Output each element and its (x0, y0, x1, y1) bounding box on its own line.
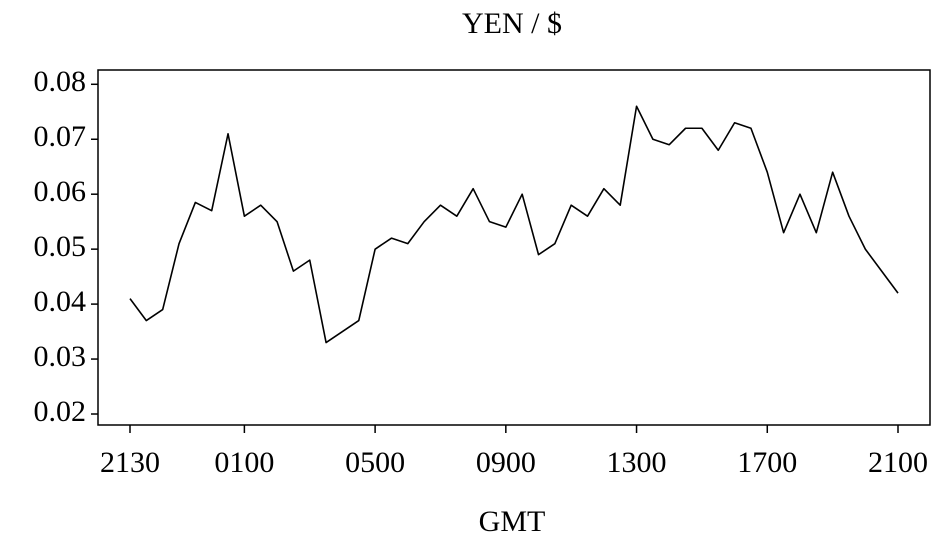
plot-frame (97, 69, 931, 426)
y-tick-label: 0.04 (34, 285, 87, 318)
x-tick-label: 1300 (607, 446, 667, 479)
x-axis-label: GMT (479, 505, 546, 538)
x-tick-label: 0500 (345, 446, 405, 479)
y-tick-label: 0.02 (34, 395, 87, 428)
x-tick-label: 2130 (100, 446, 160, 479)
x-tick-label: 0900 (476, 446, 536, 479)
x-tick-label: 0100 (214, 446, 274, 479)
y-tick-label: 0.08 (34, 65, 87, 98)
x-tick-label: 1700 (737, 446, 797, 479)
y-tick-label: 0.07 (34, 120, 87, 153)
x-tick-label: 2100 (868, 446, 928, 479)
data-line (129, 105, 899, 344)
y-tick-label: 0.05 (34, 230, 87, 263)
chart-title: YEN / $ (462, 7, 562, 40)
y-tick-label: 0.03 (34, 340, 87, 373)
y-tick-label: 0.06 (34, 175, 87, 208)
